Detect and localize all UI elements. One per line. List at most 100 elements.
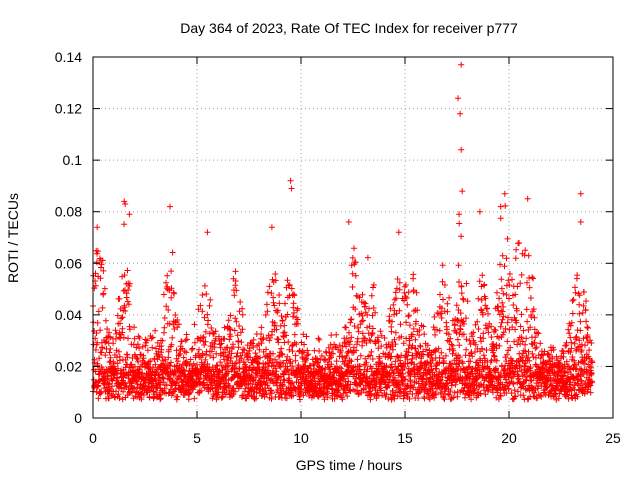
data-point-marker	[171, 290, 178, 297]
data-point-marker	[142, 342, 149, 349]
data-point-marker	[125, 287, 132, 293]
data-point-marker	[287, 358, 294, 365]
data-point-marker	[219, 375, 226, 382]
data-point-marker	[392, 374, 398, 381]
data-point-marker	[359, 312, 366, 319]
data-point-marker	[452, 381, 459, 388]
data-point-marker	[493, 357, 500, 364]
data-point-marker	[267, 335, 274, 341]
data-point-marker	[106, 349, 113, 356]
data-point-marker	[236, 323, 243, 329]
data-point-marker	[536, 370, 543, 377]
data-point-marker	[534, 395, 541, 402]
data-point-marker	[258, 331, 265, 338]
data-point-marker	[250, 336, 257, 343]
data-point-marker	[426, 396, 433, 403]
data-point-marker	[509, 276, 515, 283]
data-point-marker	[300, 331, 307, 338]
data-point-marker	[404, 301, 411, 308]
data-point-marker	[421, 395, 428, 402]
data-point-marker	[242, 385, 249, 392]
data-point-marker	[306, 391, 313, 398]
data-point-marker	[460, 331, 467, 338]
data-point-marker	[125, 301, 132, 308]
data-point-marker	[484, 324, 491, 331]
data-point-marker	[216, 341, 223, 348]
data-point-marker	[560, 350, 567, 357]
data-point-marker	[234, 332, 241, 339]
data-point-marker	[302, 356, 309, 363]
data-point-marker	[420, 323, 427, 330]
data-point-marker	[355, 328, 362, 335]
data-point-marker	[191, 395, 198, 402]
data-point-marker	[275, 336, 282, 343]
data-point-marker	[417, 365, 424, 372]
data-point-marker	[479, 346, 486, 352]
data-point-marker	[222, 391, 229, 398]
data-point-marker	[273, 326, 280, 333]
data-point-marker	[239, 305, 246, 312]
data-point-marker	[588, 340, 595, 346]
data-point-marker	[589, 359, 596, 366]
data-point-marker	[392, 289, 399, 296]
data-point-marker	[121, 198, 128, 205]
data-point-marker	[491, 352, 497, 359]
data-point-marker	[150, 383, 157, 390]
data-point-marker	[366, 305, 372, 312]
data-point-marker	[403, 295, 410, 302]
data-point-marker	[217, 359, 224, 366]
data-point-marker	[529, 274, 536, 281]
data-point-marker	[567, 322, 574, 329]
data-point-marker	[131, 335, 138, 342]
data-point-marker	[389, 318, 395, 325]
data-point-marker	[346, 329, 352, 336]
data-point-marker	[569, 310, 576, 317]
data-point-marker	[222, 349, 229, 356]
data-point-marker	[574, 393, 581, 400]
x-tick-label: 5	[193, 430, 201, 446]
data-point-marker	[388, 353, 395, 360]
data-point-marker	[311, 375, 318, 382]
data-point-marker	[527, 377, 534, 384]
data-point-marker	[496, 311, 503, 318]
data-point-marker	[375, 338, 382, 345]
data-point-marker	[262, 312, 269, 318]
data-point-marker	[362, 335, 368, 342]
data-point-marker	[334, 363, 340, 370]
data-point-marker	[566, 363, 572, 370]
data-point-marker	[164, 272, 171, 279]
data-point-marker	[121, 304, 128, 311]
data-point-marker	[497, 215, 504, 222]
data-point-marker	[124, 298, 131, 305]
data-point-marker	[568, 387, 575, 394]
data-point-marker	[557, 367, 564, 374]
data-point-marker	[213, 362, 220, 369]
data-point-marker	[410, 271, 417, 278]
data-point-marker	[488, 334, 495, 341]
data-point-marker	[248, 372, 255, 379]
data-point-marker	[527, 364, 534, 371]
data-point-marker	[473, 359, 480, 366]
data-point-marker	[330, 350, 337, 357]
data-point-marker	[502, 362, 509, 369]
data-point-marker	[342, 389, 349, 396]
data-point-marker	[153, 345, 159, 352]
data-point-marker	[298, 386, 305, 393]
data-point-marker	[96, 355, 103, 362]
data-point-marker	[469, 353, 476, 360]
data-point-marker	[413, 318, 419, 325]
data-point-marker	[532, 334, 539, 341]
data-point-marker	[149, 344, 156, 351]
data-point-marker	[115, 348, 122, 355]
data-point-marker	[239, 326, 246, 333]
data-point-marker	[472, 349, 478, 355]
data-point-marker	[264, 382, 271, 389]
data-point-marker	[370, 281, 377, 288]
data-point-marker	[276, 363, 283, 370]
data-point-marker	[496, 295, 503, 302]
data-point-marker	[290, 300, 297, 307]
data-point-marker	[357, 352, 364, 359]
data-point-marker	[508, 390, 515, 397]
data-point-marker	[513, 319, 520, 326]
data-point-marker	[268, 395, 275, 402]
